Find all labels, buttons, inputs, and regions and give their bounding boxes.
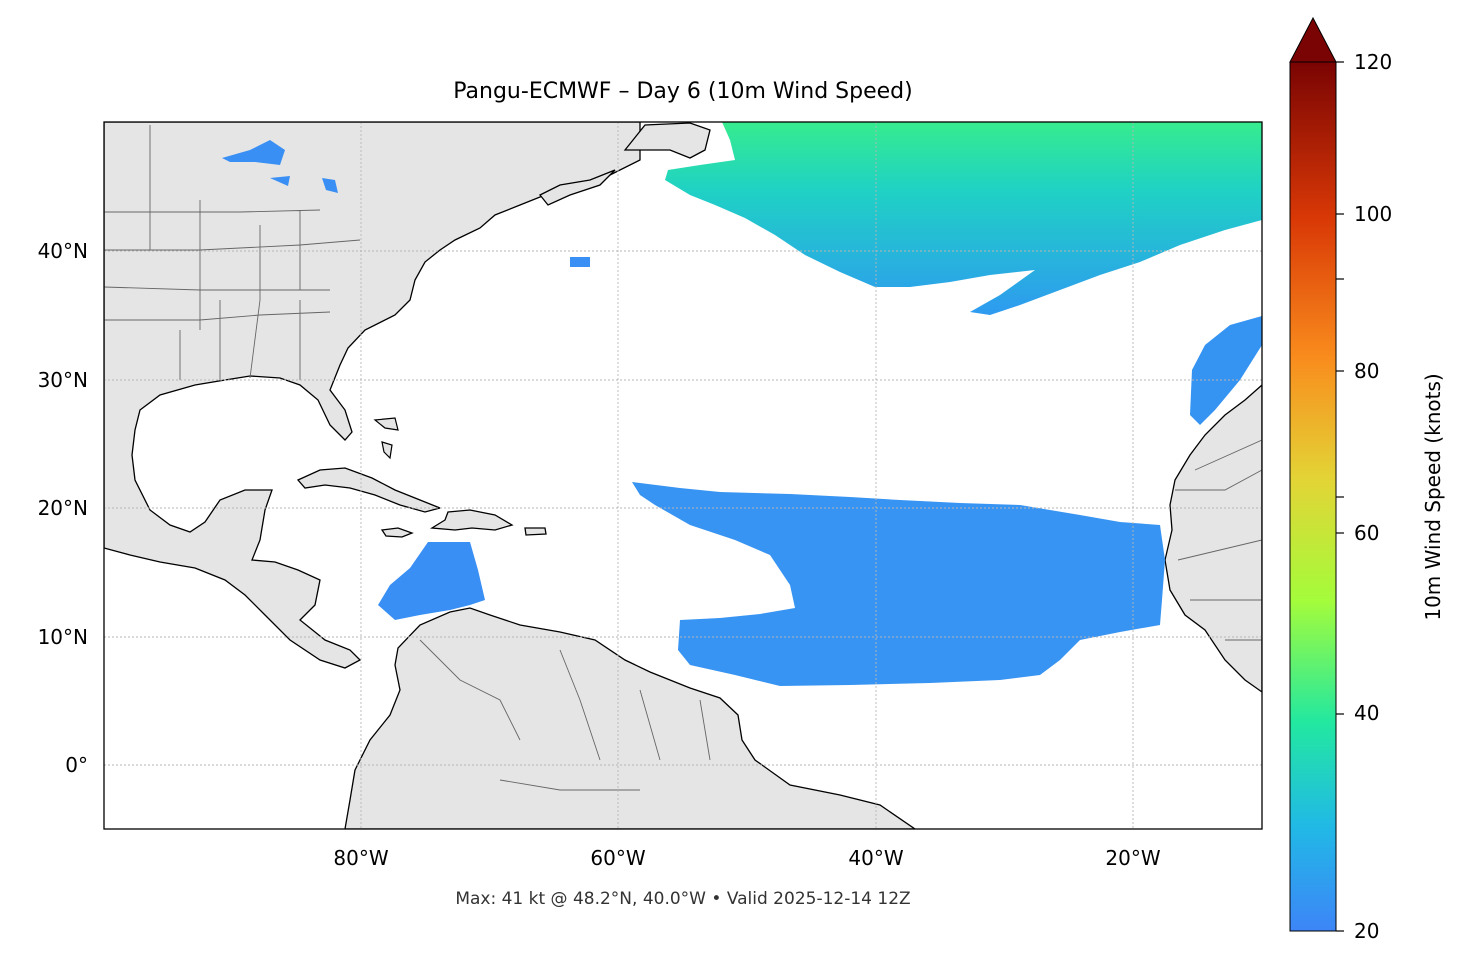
colorbar-label: 10m Wind Speed (knots) (1421, 373, 1445, 620)
max-wind-annotation: Max: 41 kt @ 48.2°N, 40.0°W • Valid 2025… (455, 889, 910, 909)
lon-label: 20°W (1105, 846, 1160, 870)
wind-region-canaries (1190, 316, 1262, 425)
land-jamaica (380, 527, 414, 538)
colorbar-tick-label: 20 (1354, 919, 1379, 943)
lat-label: 30°N (38, 368, 88, 392)
land-nova-scotia (538, 169, 616, 206)
lon-label: 60°W (590, 846, 645, 870)
land-hispaniola (429, 509, 514, 531)
land-africa (1164, 384, 1262, 693)
lat-label: 20°N (38, 496, 88, 520)
colorbar-gradient (1289, 61, 1337, 932)
wind-region-tradewinds (632, 482, 1165, 686)
lat-label: 40°N (38, 239, 88, 263)
colorbar-extend-arrow (1289, 16, 1337, 63)
land-south-america (344, 607, 917, 829)
map-frame (103, 121, 1263, 830)
colorbar-tick-label: 40 (1354, 701, 1379, 725)
chart-title: Pangu-ECMWF – Day 6 (10m Wind Speed) (453, 79, 912, 104)
lat-label: 0° (65, 753, 88, 777)
colorbar-tick-label: 100 (1354, 202, 1392, 226)
lon-label: 80°W (333, 846, 388, 870)
wind-speed-field (222, 122, 1262, 686)
wind-region-north-atlantic (665, 122, 1262, 315)
wind-region-great-lakes (222, 140, 338, 193)
lon-label: 40°W (848, 846, 903, 870)
colorbar-tick-label: 120 (1354, 50, 1392, 74)
wind-region-small-spot (570, 257, 590, 267)
colorbar-tick-label: 80 (1354, 359, 1379, 383)
land-cuba (296, 467, 443, 513)
wind-region-caribbean (378, 542, 485, 620)
graticule (104, 122, 1262, 829)
colorbar-tick-label: 60 (1354, 521, 1379, 545)
land-north-america (104, 122, 641, 669)
land-newfoundland (623, 122, 711, 159)
longitude-labels: 80°W 60°W 40°W 20°W (333, 846, 1160, 870)
land-puerto-rico (524, 527, 547, 536)
lat-label: 10°N (38, 625, 88, 649)
colorbar-ticks (1336, 61, 1344, 932)
colorbar: 20 40 60 80 100 120 10m Wind Speed (knot… (1289, 16, 1445, 943)
admin-borders (104, 125, 1262, 791)
latitude-labels: 40°N 30°N 20°N 10°N 0° (38, 239, 88, 777)
land-bahamas (373, 417, 399, 460)
map-panel (104, 122, 1262, 829)
